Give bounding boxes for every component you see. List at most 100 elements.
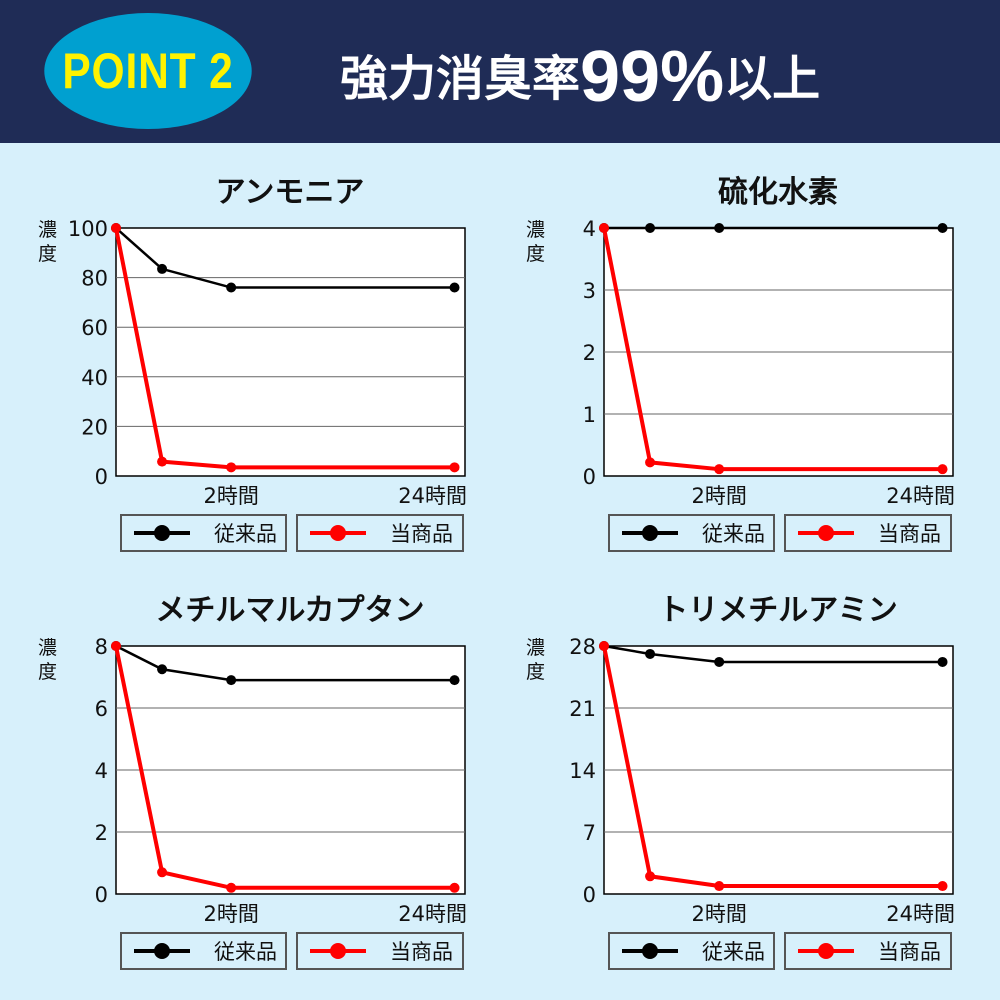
legend-conventional: 従来品: [120, 514, 287, 552]
conventional-data-point: [937, 223, 948, 233]
y-tick-label: 20: [81, 415, 108, 439]
product-data-point: [226, 882, 237, 893]
product-data-point: [937, 881, 948, 892]
product-data-point: [645, 457, 656, 468]
legend-product: 当商品: [296, 514, 464, 552]
legend-label: 従来品: [214, 522, 277, 546]
y-tick-label: 0: [95, 465, 108, 489]
product-data-point: [157, 456, 168, 467]
y-tick-label: 40: [81, 366, 108, 390]
product-series-line: [114, 645, 455, 890]
legend-label: 従来品: [214, 940, 277, 964]
legend-conventional: 従来品: [608, 932, 775, 970]
headline-number: 99%: [580, 37, 725, 117]
y-tick-label: 2: [95, 821, 108, 845]
x-tick-label: 24時間: [886, 902, 955, 926]
y-axis-label: 濃度: [38, 637, 58, 683]
y-tick-label: 8: [95, 635, 108, 659]
conventional-data-point: [111, 641, 121, 651]
product-data-point: [714, 464, 725, 475]
headline: 強力消臭率99%以上: [340, 36, 820, 118]
conventional-data-point: [157, 263, 168, 274]
product-data-point: [599, 223, 609, 233]
product-series-line: [602, 645, 943, 889]
conventional-data-point: [937, 656, 948, 667]
legend-marker-icon: [134, 941, 190, 961]
conventional-data-point: [645, 223, 656, 233]
legend-marker-icon: [798, 523, 854, 543]
conventional-data-point: [449, 282, 460, 293]
conventional-data-point: [157, 664, 168, 675]
conventional-series-line: [115, 227, 455, 289]
y-tick-label: 14: [569, 759, 596, 783]
headline-prefix: 強力消臭率: [340, 51, 581, 107]
y-tick-label: 7: [583, 821, 596, 845]
plot-area: [115, 645, 466, 895]
legend-marker-icon: [134, 523, 190, 543]
y-tick-label: 80: [81, 267, 108, 291]
legend-product: 当商品: [784, 514, 952, 552]
product-data-point: [111, 223, 121, 233]
legend-label: 従来品: [702, 522, 765, 546]
product-data-point: [226, 462, 237, 473]
y-tick-label: 0: [583, 465, 596, 489]
conventional-data-point: [599, 641, 609, 651]
product-series-line: [114, 227, 455, 470]
x-tick-label: 24時間: [398, 484, 467, 508]
conventional-data-point: [226, 675, 237, 686]
conventional-series-line: [115, 644, 455, 682]
conventional-data-point: [714, 223, 725, 233]
y-tick-label: 6: [95, 697, 108, 721]
legend-conventional: 従来品: [608, 514, 775, 552]
chart-title: 硫化水素: [718, 175, 838, 210]
legend-label: 当商品: [390, 522, 453, 546]
y-tick-label: 4: [95, 759, 108, 783]
x-tick-label: 24時間: [398, 902, 467, 926]
legend-marker-icon: [622, 523, 678, 543]
legend-label: 当商品: [390, 940, 453, 964]
conventional-data-point: [645, 648, 656, 659]
y-tick-label: 100: [68, 217, 108, 241]
y-tick-label: 4: [583, 217, 596, 241]
product-series-line: [602, 227, 943, 472]
product-data-point: [937, 464, 948, 475]
y-axis-label: 濃度: [526, 637, 546, 683]
x-tick-label: 2時間: [203, 902, 258, 926]
product-data-point: [157, 867, 168, 878]
y-tick-label: 60: [81, 316, 108, 340]
conventional-data-point: [449, 675, 460, 686]
legend-label: 当商品: [878, 940, 941, 964]
product-data-point: [599, 641, 609, 651]
legend-marker-icon: [798, 941, 854, 961]
chart-title: アンモニア: [215, 175, 365, 210]
product-data-point: [645, 871, 656, 882]
y-axis-label: 濃度: [38, 219, 58, 265]
legend-conventional: 従来品: [120, 932, 287, 970]
x-tick-label: 2時間: [203, 484, 258, 508]
y-tick-label: 3: [583, 279, 596, 303]
point-badge: POINT 2: [44, 13, 252, 129]
y-tick-label: 0: [583, 883, 596, 907]
y-tick-label: 21: [569, 697, 596, 721]
y-tick-label: 1: [583, 403, 596, 427]
plot-area: [603, 645, 954, 895]
product-data-point: [714, 881, 725, 892]
legend-marker-icon: [622, 941, 678, 961]
product-data-point: [449, 882, 460, 893]
chart-title: トリメチルアミン: [658, 593, 898, 628]
x-tick-label: 2時間: [691, 484, 746, 508]
product-data-point: [111, 641, 121, 651]
product-data-point: [449, 462, 460, 473]
y-tick-label: 2: [583, 341, 596, 365]
x-tick-label: 2時間: [691, 902, 746, 926]
legend-marker-icon: [310, 941, 366, 961]
legend-label: 当商品: [878, 522, 941, 546]
conventional-series-line: [603, 644, 943, 664]
headline-suffix: 以上: [724, 51, 821, 107]
y-axis-label: 濃度: [526, 219, 546, 265]
conventional-data-point: [226, 282, 237, 293]
legend-label: 従来品: [702, 940, 765, 964]
y-tick-label: 0: [95, 883, 108, 907]
